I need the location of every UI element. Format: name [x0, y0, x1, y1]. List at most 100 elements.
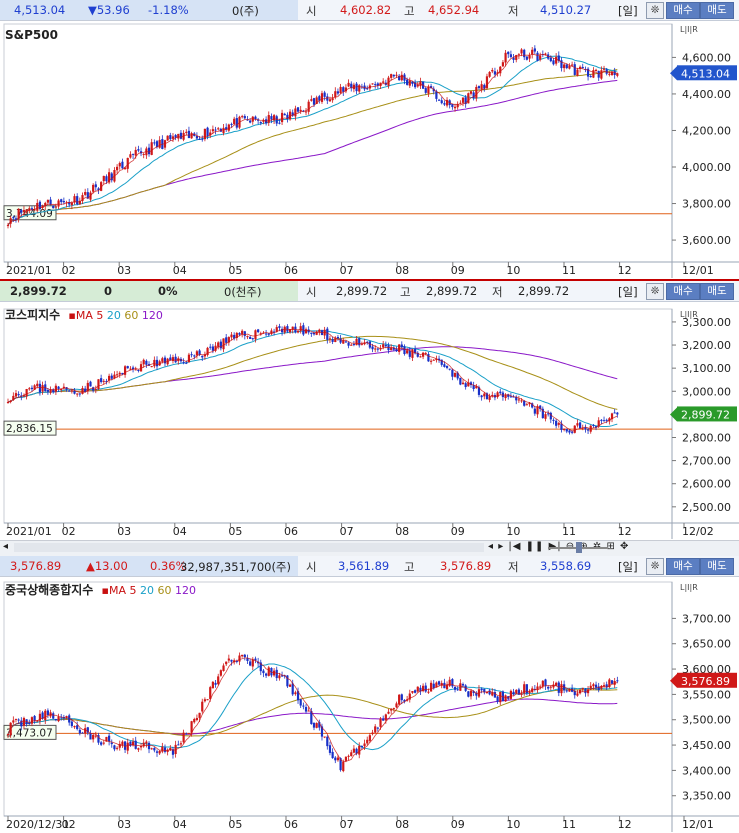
candle-body [520, 400, 523, 402]
candle-body [315, 331, 318, 335]
y-tick-label: 2,600.00 [682, 478, 731, 491]
ma5-line [7, 328, 618, 432]
kospi-volume: 0(천주) [224, 285, 262, 299]
candle-body [243, 331, 246, 336]
shanghai-high-label: 고 [404, 560, 415, 574]
gear-icon[interactable]: ❊ [646, 283, 664, 300]
candle-body [475, 386, 478, 389]
candle-body [568, 65, 571, 69]
current-price-label: 3,576.89 [681, 675, 730, 688]
candle-body [459, 102, 462, 104]
kospi-period[interactable]: [일] [618, 285, 638, 299]
candle-body [331, 339, 334, 342]
candle-body [100, 742, 103, 745]
candle-body [105, 380, 108, 382]
candle-body [267, 333, 270, 335]
zoom-slider-handle[interactable] [576, 542, 582, 553]
candle-body [41, 385, 44, 392]
x-tick-label: 2021/01 [6, 525, 52, 538]
candle-body [249, 661, 252, 666]
candle-body [49, 389, 52, 393]
candle-body [408, 693, 411, 700]
shanghai-open: 3,561.89 [338, 559, 390, 573]
candle-body [174, 356, 177, 363]
candle-body [259, 662, 262, 672]
candle-body [52, 389, 55, 393]
candle-body [475, 692, 478, 696]
candle-body [326, 328, 329, 340]
y-tick-label: 3,100.00 [682, 362, 731, 375]
candle-body [485, 393, 489, 400]
sp500-buy-button[interactable]: 매수 [666, 2, 700, 19]
candle-body [68, 390, 71, 392]
candle-body [469, 91, 473, 94]
gear-icon[interactable]: ❊ [646, 558, 664, 575]
candle-body [142, 359, 145, 365]
axis-scale-marker: L|I|R [680, 583, 698, 592]
chart-scrollbar[interactable]: ◂ ◂ ▸ |◀ ❚❚ ▶| ⊖ ⊕ ✲ ⊞ ✥ [0, 540, 739, 557]
sp500-period[interactable]: [일] [618, 4, 638, 18]
candle-body [432, 359, 435, 361]
x-tick-label: 04 [173, 818, 187, 831]
candle-body [395, 74, 398, 76]
kospi-sell-button[interactable]: 매도 [700, 283, 734, 300]
candle-body [563, 428, 566, 431]
candle-body [610, 680, 614, 684]
candle-body [432, 683, 435, 689]
candle-body [195, 717, 199, 721]
y-tick-label: 4,400.00 [682, 88, 731, 101]
candle-body [203, 128, 207, 140]
candle-body [504, 394, 507, 399]
scroll-left-icon[interactable]: ◂ [3, 541, 9, 552]
candle-body [6, 225, 10, 227]
candle-body [544, 679, 547, 687]
candle-body [549, 57, 552, 62]
candle-body [78, 200, 81, 205]
candle-body [243, 654, 246, 658]
candle-body [536, 406, 539, 415]
candle-body [81, 195, 84, 201]
candle-body [211, 681, 214, 689]
shanghai-sell-button[interactable]: 매도 [700, 558, 734, 575]
candle-body [198, 712, 201, 718]
scroll-track[interactable] [14, 543, 484, 552]
candle-body [44, 710, 47, 721]
candle-body [602, 685, 606, 687]
candle-body [613, 681, 616, 685]
candle-body [57, 716, 60, 722]
candle-body [108, 375, 111, 381]
x-tick-label: 10 [506, 818, 520, 831]
shanghai-period[interactable]: [일] [618, 560, 638, 574]
candle-body [403, 699, 406, 702]
candle-body [520, 693, 523, 695]
candle-body [334, 757, 337, 761]
candle-body [424, 353, 427, 355]
scroll-controls[interactable]: ◂ ▸ |◀ ❚❚ ▶| ⊖ ⊕ ✲ ⊞ ✥ [488, 541, 630, 552]
candle-body [304, 329, 308, 334]
candle-body [137, 369, 140, 371]
candle-body [187, 130, 191, 139]
shanghai-buy-button[interactable]: 매수 [666, 558, 700, 575]
gear-icon[interactable]: ❊ [646, 2, 664, 19]
reference-label-box [3, 205, 57, 221]
kospi-high: 2,899.72 [426, 284, 478, 298]
x-tick-label: 12 [618, 818, 632, 831]
candle-body [320, 726, 324, 737]
candle-body [525, 404, 528, 406]
ma-legend-item: 120 [174, 584, 196, 597]
candle-body [483, 84, 486, 89]
plot-area [3, 23, 673, 263]
x-tick-label: 04 [173, 264, 187, 277]
sp500-sell-button[interactable]: 매도 [700, 2, 734, 19]
candle-body [270, 330, 273, 335]
ma-legend-item: ▪MA [68, 309, 97, 322]
candle-body [318, 96, 321, 101]
sp500-high: 4,652.94 [428, 3, 480, 17]
candle-body [62, 717, 65, 719]
x-tick-label: 05 [228, 525, 242, 538]
candle-body [102, 742, 105, 744]
kospi-buy-button[interactable]: 매수 [666, 283, 700, 300]
x-tick-label: 05 [228, 264, 242, 277]
candle-body [227, 337, 230, 343]
candle-body [539, 55, 542, 60]
